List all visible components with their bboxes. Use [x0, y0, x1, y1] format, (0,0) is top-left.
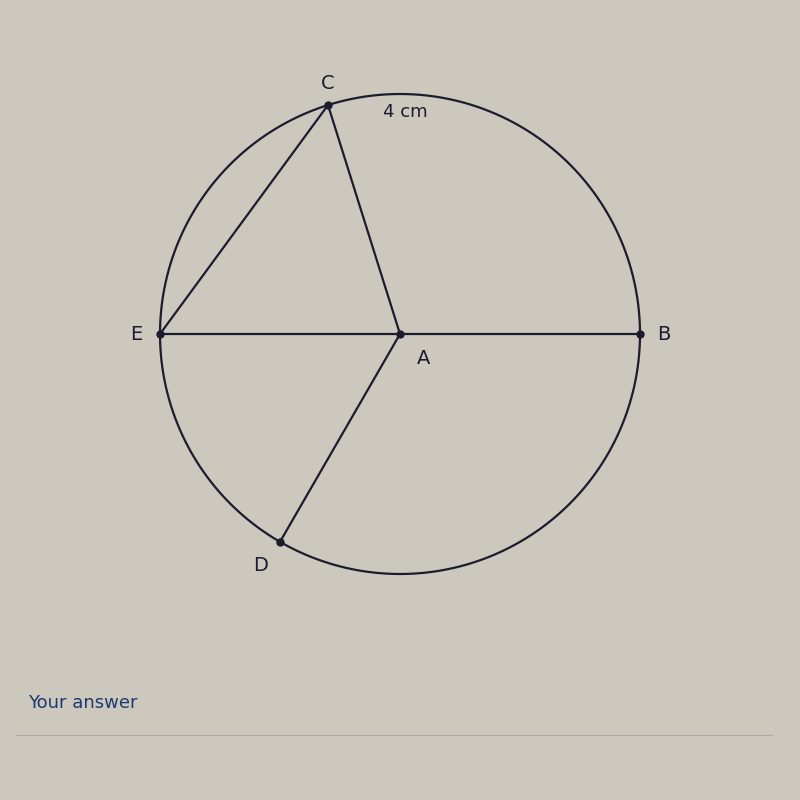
Text: A: A — [418, 349, 430, 367]
Text: B: B — [658, 325, 670, 343]
Text: E: E — [130, 325, 142, 343]
Text: 4 cm: 4 cm — [383, 102, 428, 121]
Text: D: D — [254, 556, 268, 575]
Text: Your answer: Your answer — [28, 694, 138, 712]
Text: C: C — [321, 74, 335, 93]
